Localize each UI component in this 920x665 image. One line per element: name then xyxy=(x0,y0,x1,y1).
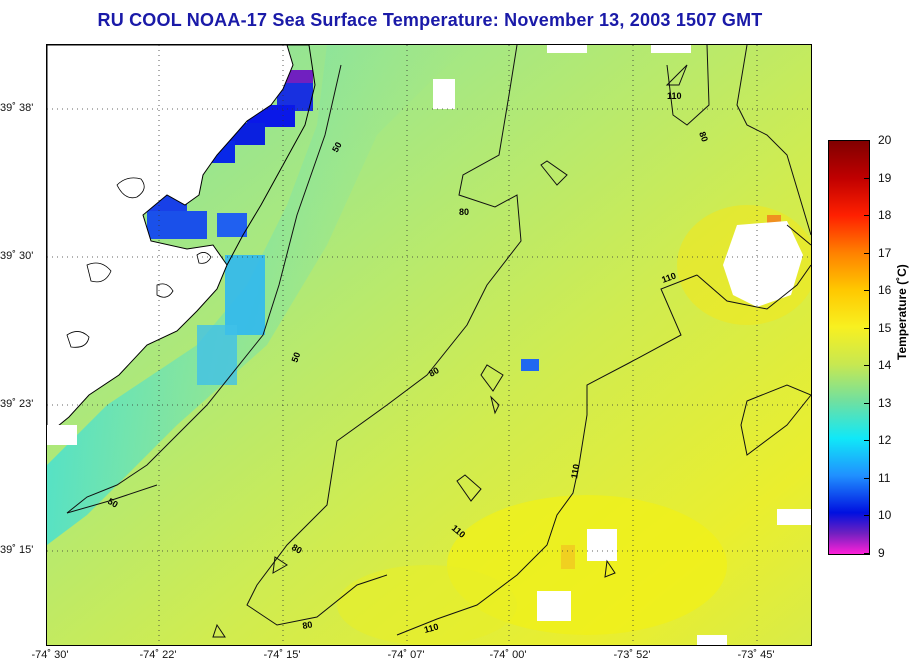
colorbar-tick-label: 17 xyxy=(878,245,892,260)
colorbar-tick-label: 13 xyxy=(878,395,892,410)
contour-label: 80 xyxy=(459,207,469,217)
colorbar-tick-mark xyxy=(864,402,869,404)
lat-label: 39˚ 15' xyxy=(0,544,34,556)
colorbar-tick-label: 20 xyxy=(878,133,892,147)
contour-label: 80 xyxy=(427,365,441,379)
coastal-marsh-outlines xyxy=(66,177,212,348)
colorbar-tick-mark xyxy=(864,440,869,442)
colorbar-tick-mark xyxy=(864,553,869,554)
contour-label: 50 xyxy=(106,496,120,510)
cloud-masked-areas xyxy=(47,45,811,645)
sst-map[interactable]: 50 50 50 80 80 80 80 110 110 110 110 110… xyxy=(46,44,812,646)
lon-label: -73˚ 52' xyxy=(613,649,651,661)
colorbar-tick-label: 16 xyxy=(878,283,892,298)
lat-label: 39˚ 30' xyxy=(0,250,34,262)
colorbar-tick-mark xyxy=(864,365,869,367)
lon-label: -73˚ 45' xyxy=(737,649,775,661)
contour-label: 110 xyxy=(423,622,440,635)
lat-label: 39˚ 38' xyxy=(0,102,34,114)
colorbar-tick-mark xyxy=(864,252,869,254)
colorbar-tick-label: 12 xyxy=(878,433,892,448)
colorbar-tick-mark xyxy=(864,327,869,329)
lon-label: -74˚ 15' xyxy=(263,649,301,661)
contour-label: 50 xyxy=(289,351,302,364)
contour-label: 80 xyxy=(290,542,304,556)
colorbar-title: Temperature (˚C) xyxy=(895,264,909,360)
barrier-island-coast xyxy=(226,45,316,266)
colorbar-tick-label: 15 xyxy=(878,320,892,335)
land-new-jersey xyxy=(47,45,294,436)
colorbar-tick-label: 11 xyxy=(878,470,891,485)
colorbar-tick-mark xyxy=(864,290,869,292)
contour-label: 80 xyxy=(697,130,710,143)
lat-label: 39˚ 23' xyxy=(0,398,34,410)
lon-label: -74˚ 22' xyxy=(139,649,177,661)
map-title: RU COOL NOAA-17 Sea Surface Temperature:… xyxy=(97,10,763,30)
colorbar-tick-label: 18 xyxy=(878,208,892,223)
contour-label: 110 xyxy=(660,271,677,285)
colorbar-tick-label: 14 xyxy=(878,358,892,373)
colorbar-tick-label: 19 xyxy=(878,170,892,185)
contour-label: 50 xyxy=(330,140,344,154)
warm-patch-south xyxy=(337,565,517,645)
lon-label: -74˚ 00' xyxy=(489,649,527,661)
colorbar-tick-mark xyxy=(864,215,869,217)
colorbar-tick-mark xyxy=(864,515,869,517)
colorbar-tick-mark xyxy=(864,477,869,479)
contour-label: 110 xyxy=(569,463,581,479)
warm-patch xyxy=(447,495,727,635)
graticule xyxy=(47,45,811,645)
warm-pixel-south xyxy=(561,545,575,569)
colorbar-tick-mark xyxy=(864,177,869,179)
bathymetry-contours xyxy=(66,45,811,638)
lon-label: -74˚ 07' xyxy=(387,649,425,661)
colorbar-tick-label: 9 xyxy=(878,546,885,560)
colorbar-tick-mark xyxy=(864,140,869,141)
colorbar-tick-label: 10 xyxy=(878,508,892,523)
contour-label: 110 xyxy=(667,91,682,101)
sst-map-canvas: 50 50 50 80 80 80 80 110 110 110 110 110… xyxy=(47,45,811,645)
contour-label: 80 xyxy=(302,619,314,631)
temperature-colorbar xyxy=(828,140,870,555)
lon-label: -74˚ 30' xyxy=(31,649,69,661)
